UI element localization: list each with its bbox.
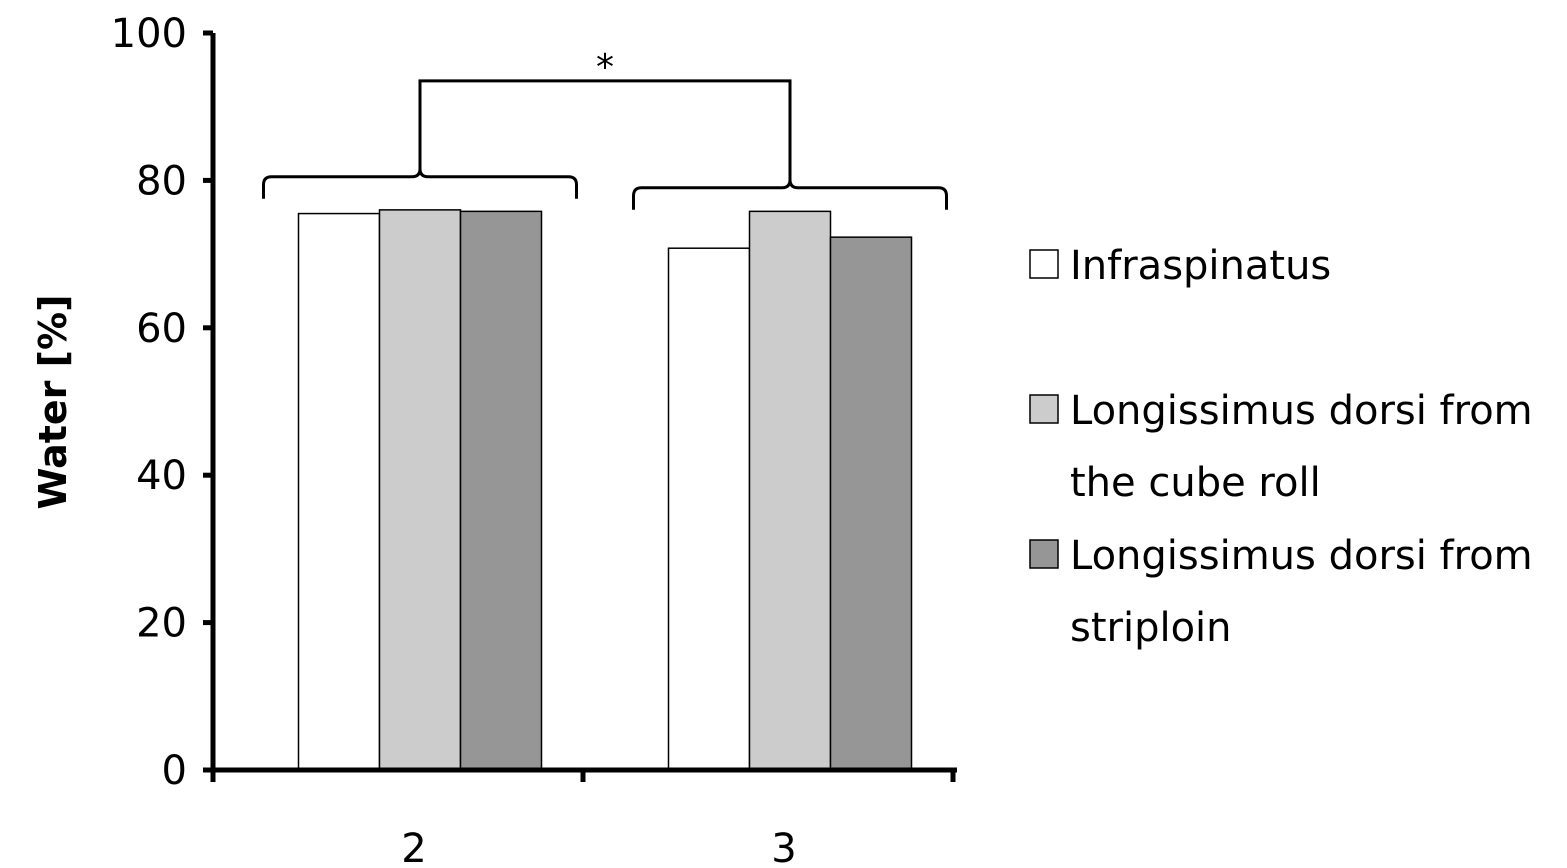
brackets-group: * (262, 47, 948, 210)
legend-label: striploin (1070, 605, 1232, 651)
bar (378, 209, 462, 771)
bars-group (297, 209, 913, 771)
legend-label: Longissimus dorsi from (1070, 533, 1533, 579)
x-tick-label: 3 (771, 826, 796, 868)
y-tick-label: 100 (111, 11, 187, 57)
group-bracket (632, 167, 948, 210)
legend: Infraspinatus Longissimus dorsi from the c… (1029, 243, 1533, 651)
x-tick-label: 2 (401, 826, 426, 868)
group-bracket (262, 156, 578, 199)
significance-marker: * (596, 47, 614, 88)
y-tick-label: 0 (162, 748, 187, 794)
legend-label: Longissimus dorsi from (1070, 388, 1533, 434)
y-tick-label: 80 (136, 158, 187, 204)
y-ticks-group: 0 20 40 60 80 100 (111, 11, 213, 794)
bar (748, 210, 832, 771)
bar (297, 212, 381, 771)
legend-label: the cube roll (1070, 460, 1321, 506)
y-tick-label: 40 (136, 453, 187, 499)
legend-label: Infraspinatus (1070, 243, 1331, 289)
y-tick-label: 60 (136, 306, 187, 352)
y-tick-label: 20 (136, 601, 187, 647)
bar (459, 210, 543, 771)
legend-swatch (1029, 394, 1059, 424)
legend-swatch (1029, 249, 1059, 279)
legend-swatch (1029, 539, 1059, 569)
bar (829, 236, 913, 771)
significance-bracket (418, 79, 792, 171)
bar (667, 247, 751, 771)
y-axis-title: Water [%] (31, 295, 75, 510)
